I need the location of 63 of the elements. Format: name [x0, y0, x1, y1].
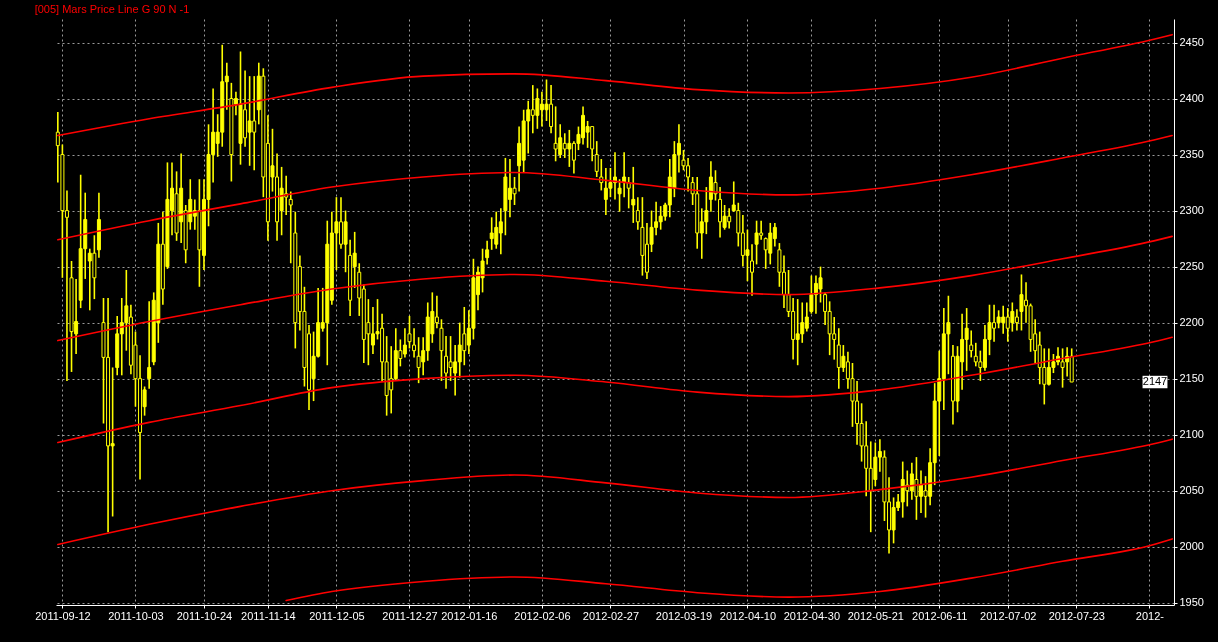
candlestick	[1060, 347, 1065, 389]
candlestick	[489, 216, 494, 251]
candlestick	[891, 496, 896, 545]
candlestick	[1019, 273, 1024, 332]
x-tick-label: 2011-12-27	[382, 609, 438, 622]
y-tick-label: 2150	[1179, 372, 1204, 385]
candlestick	[795, 298, 800, 367]
annotation: 2147	[1142, 375, 1168, 388]
candlestick	[448, 335, 453, 382]
x-tick-label: 2012-04-10	[719, 609, 777, 622]
x-tick-label: 2011-10-24	[176, 609, 233, 622]
y-tick-label: 1950	[1179, 596, 1204, 609]
x-tick-label: 2012-02-06	[514, 609, 571, 622]
candlestick	[800, 301, 805, 344]
y-tick-label: 2350	[1179, 148, 1204, 161]
y-tick-label: 2100	[1179, 428, 1204, 441]
x-tick-label: 2011-12-05	[309, 609, 365, 622]
candlestick	[562, 132, 567, 159]
y-tick-label: 2000	[1179, 540, 1204, 553]
candlestick	[535, 87, 540, 130]
y-tick-label: 2300	[1179, 204, 1204, 217]
candlestick	[763, 236, 768, 270]
line-series	[57, 235, 1173, 342]
x-tick-label: 2011-09-12	[35, 609, 91, 622]
candlestick	[147, 300, 152, 390]
x-tick-label: 2012-06-11	[912, 609, 968, 622]
line-series	[285, 538, 1173, 602]
candlestick	[553, 105, 558, 163]
x-tick-label: 2012-07-23	[1048, 609, 1105, 622]
candlestick	[494, 210, 499, 250]
x-tick-label: 2012-04-30	[783, 609, 841, 622]
candlestick	[279, 166, 284, 237]
line-series	[57, 438, 1173, 546]
candlestick	[969, 329, 974, 359]
candlestick	[768, 222, 773, 266]
candlestick	[631, 166, 636, 224]
y-tick-label: 2400	[1179, 92, 1204, 105]
y-tick-label: 2200	[1179, 316, 1204, 329]
chart-title: [005] Mars Price Line G 90 N -1	[34, 3, 190, 15]
candlestick	[836, 327, 841, 390]
x-tick-label: 2012-02-27	[582, 609, 640, 622]
candlestick	[900, 460, 905, 519]
line-series	[57, 336, 1173, 444]
candlestick	[389, 345, 394, 415]
candlestick	[658, 205, 663, 231]
x-tick-label: 2012-03-19	[655, 609, 713, 622]
candlestick	[247, 75, 252, 167]
candlestick	[964, 307, 969, 372]
x-tick-label: 2011-10-03	[108, 609, 164, 622]
y-tick-label: 2050	[1179, 484, 1204, 497]
y-tick-label: 2450	[1179, 36, 1204, 49]
candlestick	[567, 129, 572, 168]
y-tick-label: 2250	[1179, 260, 1204, 273]
line-series	[57, 134, 1173, 241]
candlestick	[914, 456, 919, 521]
x-tick-label: 2012-01-16	[441, 609, 498, 622]
candlestick	[868, 440, 873, 533]
candlestick	[434, 294, 439, 330]
x-tick-label: 2012-	[1135, 609, 1165, 622]
x-tick-label: 2012-07-02	[980, 609, 1037, 622]
x-tick-label: 2012-05-21	[847, 609, 904, 622]
candlestick	[1005, 307, 1010, 343]
x-tick-label: 2011-11-14	[241, 609, 296, 622]
